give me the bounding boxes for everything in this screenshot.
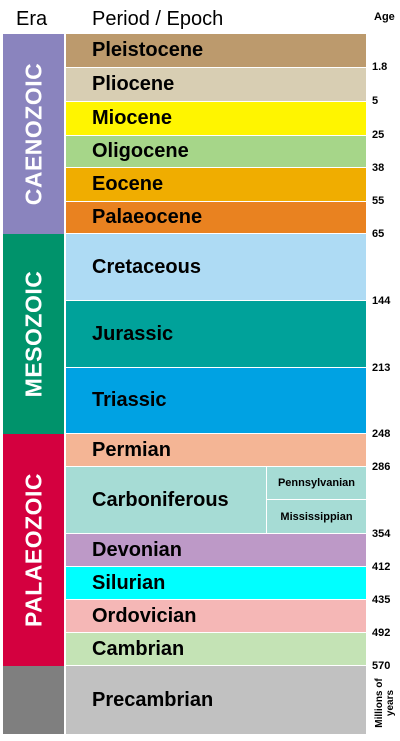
period-cambrian: Cambrian [66,633,366,666]
period-silurian: Silurian [66,567,366,600]
age-label: 492 [372,627,391,639]
period-label: Palaeocene [92,206,203,228]
period-precambrian: Precambrian [66,666,366,734]
age-label: 354 [372,528,391,540]
age-label: 248 [372,428,391,440]
era-mesozoic: MESOZOIC [3,234,66,434]
era-label: CAENOZOIC [20,62,46,206]
era-precambrian [3,666,66,734]
age-column-header: Age [374,11,395,23]
age-label: 412 [372,561,391,573]
period-label: Jurassic [92,322,174,345]
age-label: 55 [372,195,385,207]
period-eocene: Eocene [66,168,366,202]
period-label: Silurian [92,571,166,594]
period-devonian: Devonian [66,534,366,567]
period-label: Carboniferous [92,488,229,511]
period-ordovician: Ordovician [66,600,366,633]
period-label: Pleistocene [92,39,204,61]
period-label: Triassic [92,389,167,411]
era-label: MESOZOIC [20,270,46,398]
age-label: 65 [372,228,385,240]
period-label: Pliocene [92,73,175,95]
subperiod-mississippian: Mississippian [266,500,366,534]
age-label: 435 [372,594,391,606]
period-label: Cambrian [92,637,185,660]
period-oligocene: Oligocene [66,136,366,168]
period-pliocene: Pliocene [66,68,366,102]
period-cretaceous: Cretaceous [66,234,366,301]
age-label: 1.8 [372,61,388,73]
period-label: Miocene [92,107,173,129]
era-palaeozoic: PALAEOZOIC [3,434,66,666]
subperiod-label: Mississippian [280,510,353,523]
period-miocene: Miocene [66,102,366,136]
period-column-header: Period / Epoch [92,8,224,30]
age-units-text: Millions of years [374,678,396,728]
age-label: 144 [372,295,391,307]
era-column-header: Era [16,8,48,30]
period-permian: Permian [66,434,366,467]
era-label: PALAEOZOIC [20,472,46,628]
age-label: 38 [372,162,385,174]
period-label: Devonian [92,538,183,561]
age-label: 5 [372,95,379,107]
age-label: 25 [372,129,385,141]
period-label: Cretaceous [92,255,201,278]
age-label: 570 [372,660,391,672]
age-label: 213 [372,362,391,374]
period-pleistocene: Pleistocene [66,34,366,68]
period-triassic: Triassic [66,368,366,434]
period-label: Precambrian [92,688,214,711]
period-label: Oligocene [92,140,189,162]
era-caenozoic: CAENOZOIC [3,34,66,234]
period-jurassic: Jurassic [66,301,366,368]
age-units-label: Millions of years [373,672,397,734]
subperiod-pennsylvanian: Pennsylvanian [266,467,366,500]
age-label: 286 [372,461,391,473]
period-palaeocene: Palaeocene [66,202,366,234]
subperiod-label: Pennsylvanian [277,477,356,489]
period-label: Ordovician [92,604,197,627]
period-label: Permian [92,438,171,461]
period-label: Eocene [92,173,164,195]
